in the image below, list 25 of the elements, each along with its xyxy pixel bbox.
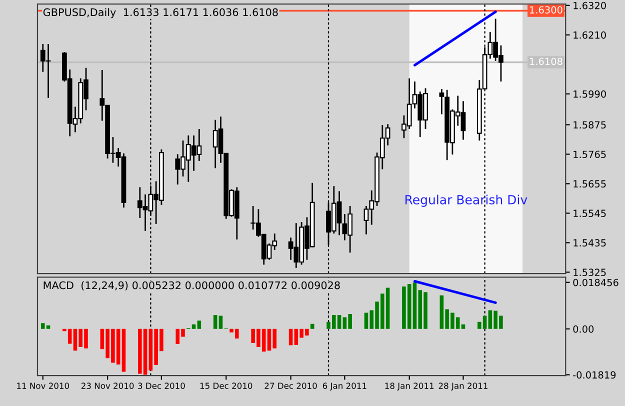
ref-line-label: 1.6300 bbox=[530, 6, 562, 14]
y-tick-label: 0.00 bbox=[573, 325, 594, 333]
chart-title: MACD (12,24,9) 0.005232 0.000000 0.010772 0.009028 bbox=[44, 281, 340, 290]
x-tick-label: 3 Dec 2010 bbox=[138, 382, 185, 389]
x-tick-label: 6 Jan 2011 bbox=[322, 382, 366, 390]
y-tick-label: 0.018456 bbox=[573, 278, 618, 286]
y-tick-label: 1.5545 bbox=[574, 210, 606, 218]
x-tick-label: 27 Dec 2010 bbox=[264, 382, 317, 389]
y-tick-label: 1.5990 bbox=[574, 90, 606, 98]
y-tick-label: 1.6210 bbox=[574, 31, 606, 39]
chart-title: GBPUSD,Daily 1.6133 1.6171 1.6036 1.6108 bbox=[43, 8, 278, 18]
annotation: Regular Bearish Div bbox=[405, 194, 528, 207]
x-tick-label: 11 Nov 2010 bbox=[17, 382, 70, 389]
y-tick-label: -0.01819 bbox=[573, 371, 616, 379]
x-tick-label: 15 Dec 2010 bbox=[200, 382, 252, 389]
ref-line-label: 1.6108 bbox=[530, 58, 562, 66]
x-tick-label: 18 Jan 2011 bbox=[385, 382, 434, 390]
x-tick-label: 23 Nov 2010 bbox=[81, 382, 134, 389]
y-tick-label: 1.5875 bbox=[574, 121, 606, 129]
y-tick-label: 1.5655 bbox=[574, 180, 606, 188]
y-tick-label: 1.6320 bbox=[574, 2, 606, 10]
y-tick-label: 1.5325 bbox=[574, 268, 606, 276]
y-tick-label: 1.5765 bbox=[574, 150, 606, 158]
x-tick-label: 28 Jan 2011 bbox=[438, 382, 488, 390]
y-tick-label: 1.5435 bbox=[574, 239, 606, 247]
